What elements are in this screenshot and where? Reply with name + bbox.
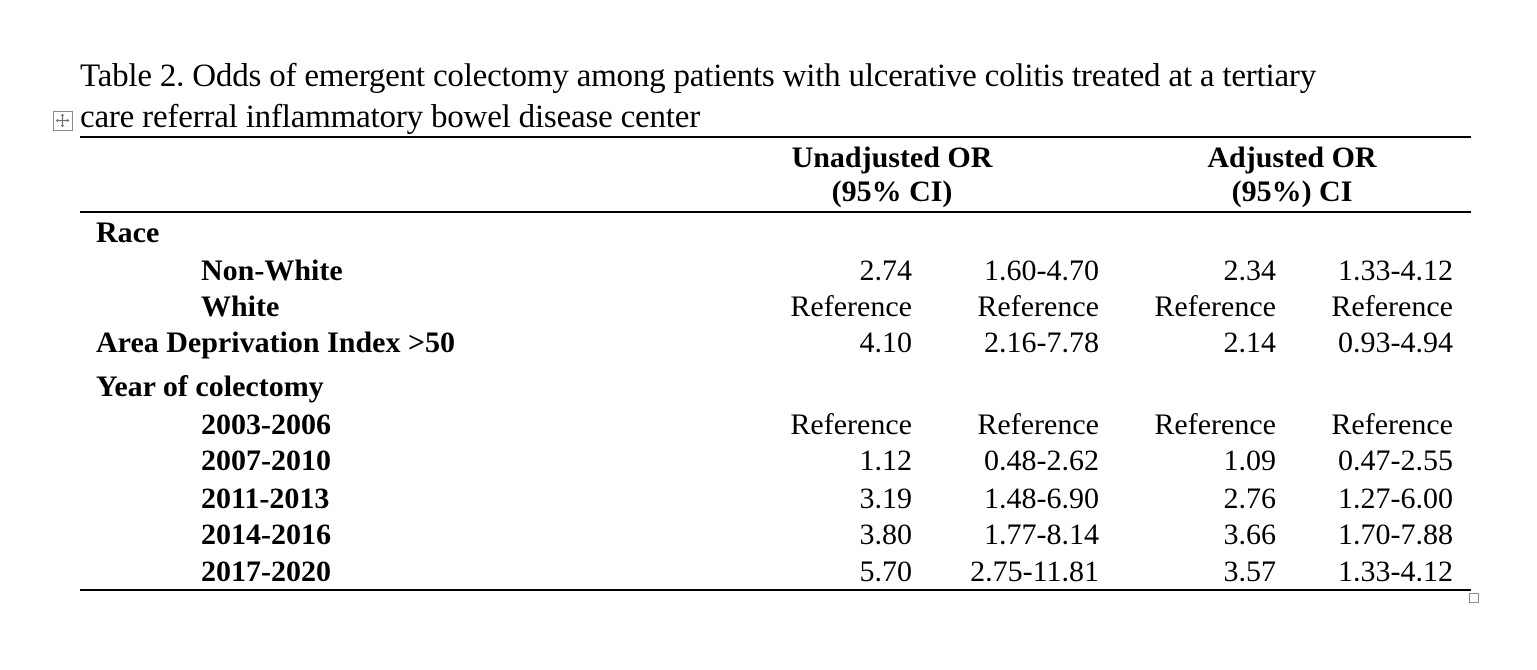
cell-unadjusted-or: 1.12	[859, 444, 913, 477]
row-label: White	[201, 290, 280, 323]
cell-adjusted-ci: 0.47-2.55	[1338, 444, 1453, 477]
cell-adjusted-or: 2.76	[1223, 482, 1277, 515]
table-caption: Table 2. Odds of emergent colectomy amon…	[80, 56, 1480, 138]
cell-unadjusted-ci: Reference	[977, 290, 1099, 323]
cell-unadjusted-or: Reference	[790, 408, 912, 441]
cell-adjusted-ci: 1.33-4.12	[1338, 254, 1453, 287]
cell-unadjusted-or: 3.80	[859, 518, 913, 551]
cell-adjusted-ci: 1.33-4.12	[1338, 555, 1453, 588]
header-unadjusted-or: Unadjusted OR (95% CI)	[791, 141, 993, 208]
cell-unadjusted-ci: 0.48-2.62	[984, 444, 1099, 477]
cell-adjusted-or: 2.14	[1223, 326, 1277, 359]
cell-unadjusted-ci: 1.48-6.90	[984, 482, 1099, 515]
cell-unadjusted-ci: 2.16-7.78	[984, 326, 1099, 359]
header-adjusted-or: Adjusted OR (95%) CI	[1207, 141, 1377, 208]
section-area-deprivation-index: Area Deprivation Index >50	[96, 326, 456, 359]
table-top-rule	[80, 136, 1471, 138]
cell-unadjusted-or: 4.10	[859, 326, 913, 359]
cell-adjusted-ci: Reference	[1331, 408, 1453, 441]
cell-unadjusted-ci: 2.75-11.81	[970, 555, 1099, 588]
cell-adjusted-or: Reference	[1154, 290, 1276, 323]
cell-adjusted-ci: 0.93-4.94	[1338, 326, 1453, 359]
row-label: 2011-2013	[201, 482, 330, 515]
caption-line-2: care referral inflammatory bowel disease…	[80, 99, 701, 135]
cell-adjusted-ci: 1.70-7.88	[1338, 518, 1453, 551]
row-label: Non-White	[201, 254, 343, 287]
cell-adjusted-or: 2.34	[1223, 254, 1277, 287]
row-label: 2003-2006	[201, 408, 331, 441]
table-move-handle-icon[interactable]	[53, 111, 73, 131]
cell-adjusted-or: 3.57	[1223, 555, 1277, 588]
section-year-of-colectomy: Year of colectomy	[96, 370, 324, 403]
row-label: 2007-2010	[201, 444, 331, 477]
cell-adjusted-or: Reference	[1154, 408, 1276, 441]
caption-line-1: Table 2. Odds of emergent colectomy amon…	[80, 58, 1317, 94]
cell-unadjusted-ci: 1.60-4.70	[984, 254, 1099, 287]
cell-unadjusted-or: 2.74	[859, 254, 913, 287]
cell-adjusted-ci: 1.27-6.00	[1338, 482, 1453, 515]
cell-unadjusted-ci: 1.77-8.14	[984, 518, 1099, 551]
cell-adjusted-or: 1.09	[1223, 444, 1277, 477]
table-resize-handle-icon[interactable]	[1469, 593, 1479, 603]
section-race: Race	[96, 216, 160, 249]
row-label: 2014-2016	[201, 518, 331, 551]
cell-adjusted-ci: Reference	[1331, 290, 1453, 323]
cell-unadjusted-ci: Reference	[977, 408, 1099, 441]
row-label: 2017-2020	[201, 555, 331, 588]
cell-unadjusted-or: 3.19	[859, 482, 913, 515]
cell-unadjusted-or: Reference	[790, 290, 912, 323]
header-bottom-rule	[80, 211, 1471, 213]
table-bottom-rule	[80, 589, 1471, 591]
cell-unadjusted-or: 5.70	[859, 555, 913, 588]
cell-adjusted-or: 3.66	[1223, 518, 1277, 551]
